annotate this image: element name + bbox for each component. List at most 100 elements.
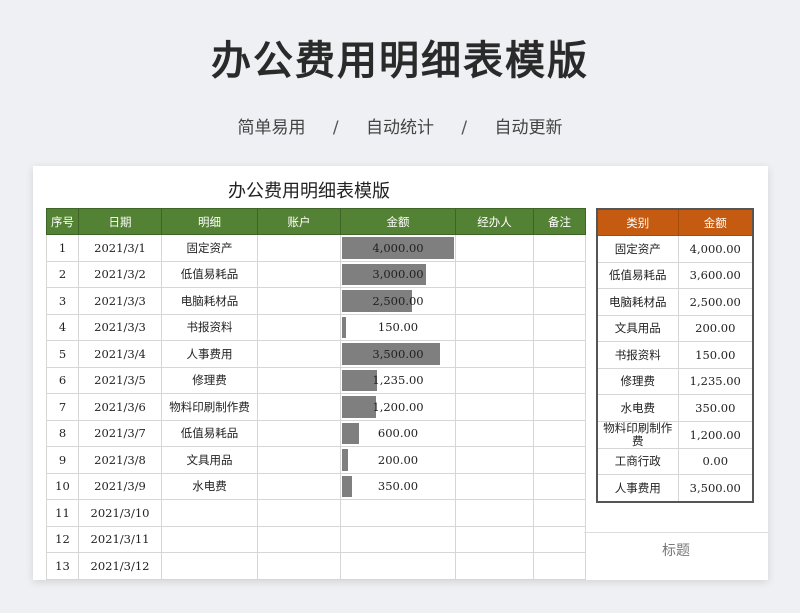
cell-amount[interactable]: 150.00 <box>340 313 456 341</box>
cell-handler[interactable] <box>455 525 534 553</box>
cell-item[interactable] <box>161 552 258 580</box>
summary-amount[interactable]: 3,600.00 <box>677 261 754 289</box>
cell-item[interactable]: 低值易耗品 <box>161 260 258 288</box>
cell-item[interactable]: 低值易耗品 <box>161 419 258 447</box>
cell-no[interactable]: 4 <box>46 313 79 341</box>
cell-handler[interactable] <box>455 234 534 262</box>
cell-date[interactable]: 2021/3/3 <box>78 287 162 315</box>
summary-category[interactable]: 电脑耗材品 <box>596 288 679 316</box>
summary-category[interactable]: 固定资产 <box>596 235 679 263</box>
cell-note[interactable] <box>533 525 586 553</box>
cell-date[interactable]: 2021/3/4 <box>78 340 162 368</box>
summary-category[interactable]: 书报资料 <box>596 341 679 369</box>
cell-amount[interactable]: 3,500.00 <box>340 340 456 368</box>
cell-account[interactable] <box>257 366 341 394</box>
cell-item[interactable] <box>161 525 258 553</box>
cell-note[interactable] <box>533 234 586 262</box>
cell-account[interactable] <box>257 393 341 421</box>
cell-date[interactable]: 2021/3/9 <box>78 472 162 500</box>
cell-no[interactable]: 8 <box>46 419 79 447</box>
summary-header-category[interactable]: 类别 <box>596 208 679 236</box>
cell-handler[interactable] <box>455 340 534 368</box>
column-header-date[interactable]: 日期 <box>78 208 162 235</box>
summary-amount[interactable]: 1,235.00 <box>677 367 754 395</box>
cell-no[interactable]: 12 <box>46 525 79 553</box>
summary-amount[interactable]: 1,200.00 <box>677 420 754 449</box>
cell-note[interactable] <box>533 419 586 447</box>
cell-account[interactable] <box>257 234 341 262</box>
cell-account[interactable] <box>257 499 341 527</box>
cell-date[interactable]: 2021/3/10 <box>78 499 162 527</box>
column-header-amount[interactable]: 金额 <box>340 208 456 235</box>
cell-date[interactable]: 2021/3/6 <box>78 393 162 421</box>
cell-no[interactable]: 5 <box>46 340 79 368</box>
cell-note[interactable] <box>533 472 586 500</box>
cell-amount[interactable]: 600.00 <box>340 419 456 447</box>
cell-note[interactable] <box>533 552 586 580</box>
cell-item[interactable]: 文具用品 <box>161 446 258 474</box>
cell-amount[interactable]: 3,000.00 <box>340 260 456 288</box>
summary-category[interactable]: 工商行政 <box>596 447 679 475</box>
cell-account[interactable] <box>257 472 341 500</box>
cell-date[interactable]: 2021/3/1 <box>78 234 162 262</box>
summary-amount[interactable]: 150.00 <box>677 341 754 369</box>
cell-amount[interactable]: 350.00 <box>340 472 456 500</box>
cell-note[interactable] <box>533 340 586 368</box>
column-header-note[interactable]: 备注 <box>533 208 586 235</box>
cell-note[interactable] <box>533 499 586 527</box>
cell-amount[interactable] <box>340 499 456 527</box>
cell-account[interactable] <box>257 313 341 341</box>
cell-account[interactable] <box>257 340 341 368</box>
cell-amount[interactable]: 200.00 <box>340 446 456 474</box>
cell-no[interactable]: 13 <box>46 552 79 580</box>
cell-no[interactable]: 2 <box>46 260 79 288</box>
cell-item[interactable]: 水电费 <box>161 472 258 500</box>
cell-account[interactable] <box>257 260 341 288</box>
cell-note[interactable] <box>533 313 586 341</box>
cell-item[interactable]: 人事费用 <box>161 340 258 368</box>
cell-handler[interactable] <box>455 446 534 474</box>
cell-handler[interactable] <box>455 366 534 394</box>
cell-handler[interactable] <box>455 287 534 315</box>
cell-amount[interactable] <box>340 552 456 580</box>
summary-category[interactable]: 修理费 <box>596 367 679 395</box>
cell-date[interactable]: 2021/3/8 <box>78 446 162 474</box>
column-header-no[interactable]: 序号 <box>46 208 79 235</box>
column-header-item[interactable]: 明细 <box>161 208 258 235</box>
cell-item[interactable]: 固定资产 <box>161 234 258 262</box>
summary-category[interactable]: 水电费 <box>596 394 679 422</box>
cell-date[interactable]: 2021/3/3 <box>78 313 162 341</box>
cell-handler[interactable] <box>455 313 534 341</box>
cell-note[interactable] <box>533 393 586 421</box>
cell-item[interactable]: 书报资料 <box>161 313 258 341</box>
cell-date[interactable]: 2021/3/12 <box>78 552 162 580</box>
cell-item[interactable] <box>161 499 258 527</box>
cell-account[interactable] <box>257 446 341 474</box>
cell-date[interactable]: 2021/3/11 <box>78 525 162 553</box>
cell-amount[interactable]: 1,235.00 <box>340 366 456 394</box>
summary-category[interactable]: 人事费用 <box>596 474 679 502</box>
summary-amount[interactable]: 3,500.00 <box>677 474 754 502</box>
cell-item[interactable]: 修理费 <box>161 366 258 394</box>
cell-no[interactable]: 1 <box>46 234 79 262</box>
summary-category[interactable]: 低值易耗品 <box>596 261 679 289</box>
summary-amount[interactable]: 2,500.00 <box>677 288 754 316</box>
summary-amount[interactable]: 4,000.00 <box>677 235 754 263</box>
cell-handler[interactable] <box>455 472 534 500</box>
cell-account[interactable] <box>257 552 341 580</box>
cell-amount[interactable] <box>340 525 456 553</box>
cell-no[interactable]: 6 <box>46 366 79 394</box>
cell-note[interactable] <box>533 260 586 288</box>
cell-amount[interactable]: 1,200.00 <box>340 393 456 421</box>
cell-amount[interactable]: 4,000.00 <box>340 234 456 262</box>
cell-note[interactable] <box>533 366 586 394</box>
cell-account[interactable] <box>257 419 341 447</box>
cell-note[interactable] <box>533 287 586 315</box>
cell-handler[interactable] <box>455 393 534 421</box>
summary-header-amount[interactable]: 金额 <box>677 208 754 236</box>
cell-no[interactable]: 9 <box>46 446 79 474</box>
cell-date[interactable]: 2021/3/5 <box>78 366 162 394</box>
column-header-account[interactable]: 账户 <box>257 208 341 235</box>
cell-date[interactable]: 2021/3/7 <box>78 419 162 447</box>
cell-account[interactable] <box>257 287 341 315</box>
